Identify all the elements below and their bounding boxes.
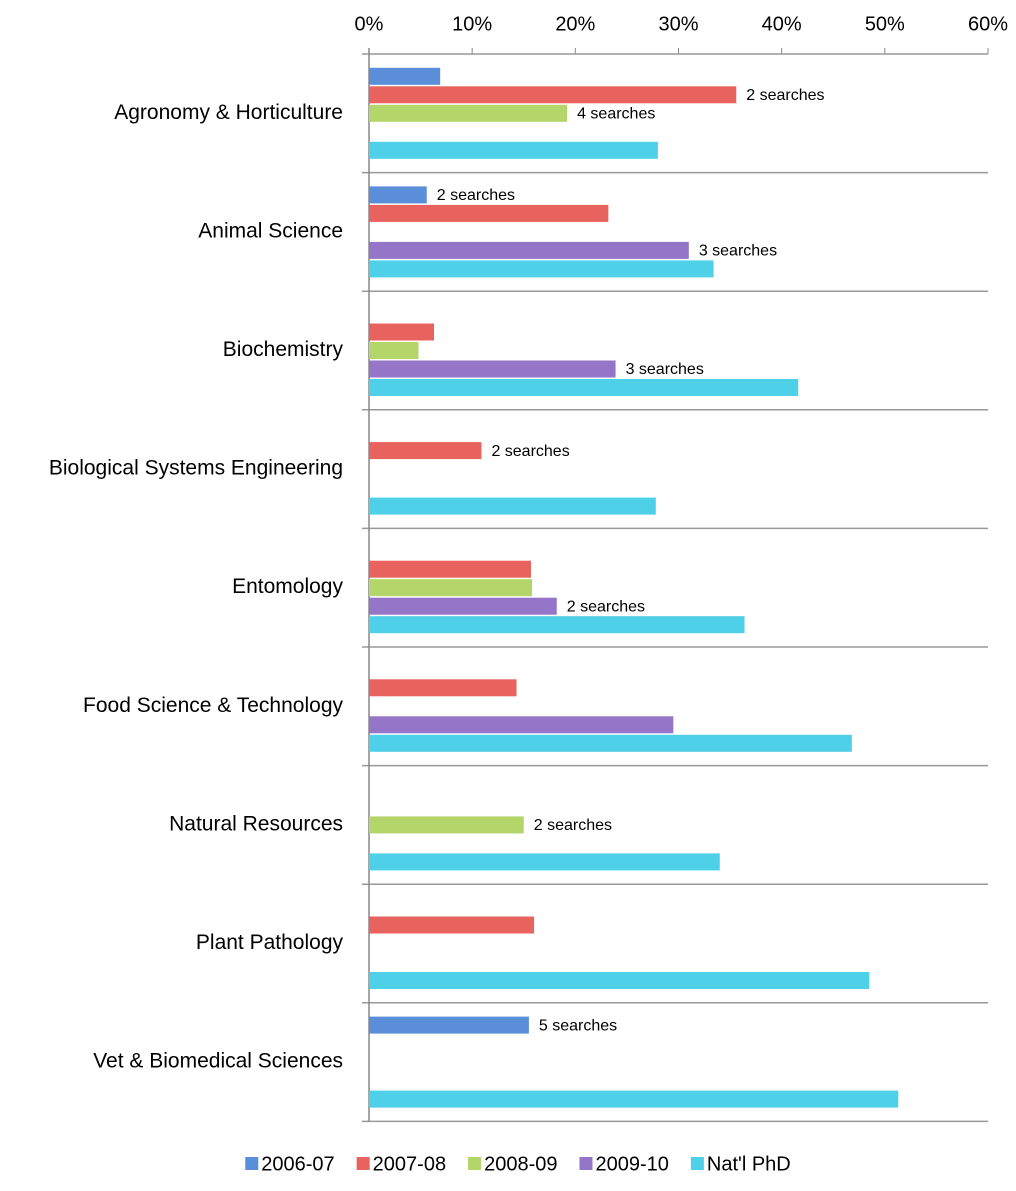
category-label: Entomology bbox=[232, 575, 343, 598]
bar bbox=[369, 104, 568, 122]
x-tick-label: 60% bbox=[968, 13, 1008, 35]
legend-item: 2008-09 bbox=[468, 1153, 557, 1175]
category-label: Natural Resources bbox=[169, 812, 343, 835]
annotation: 2 searches bbox=[534, 817, 612, 834]
annotation: 3 searches bbox=[699, 243, 777, 260]
bar bbox=[369, 141, 658, 159]
legend-item: 2007-08 bbox=[356, 1153, 446, 1175]
bar bbox=[369, 204, 609, 222]
bar bbox=[369, 186, 427, 204]
legend-item: Nat'l PhD bbox=[690, 1153, 791, 1175]
bar bbox=[369, 679, 517, 697]
category-label: Food Science & Technology bbox=[83, 694, 343, 717]
legend-label: 2009-10 bbox=[595, 1153, 668, 1175]
x-tick-label: 0% bbox=[355, 13, 384, 35]
legend-label: 2006-07 bbox=[261, 1153, 334, 1175]
bar bbox=[369, 379, 799, 396]
bar bbox=[369, 560, 531, 578]
bar bbox=[369, 241, 689, 259]
category-label: Agronomy & Horticulture bbox=[114, 101, 343, 124]
annotation: 2 searches bbox=[746, 87, 824, 104]
legend-label: 2008-09 bbox=[484, 1153, 557, 1175]
legend-swatch bbox=[468, 1157, 482, 1170]
bar bbox=[369, 916, 535, 934]
category-label: Biochemistry bbox=[223, 338, 344, 361]
annotation: 5 searches bbox=[539, 1017, 617, 1034]
category-label: Animal Science bbox=[198, 219, 343, 242]
bar bbox=[369, 497, 656, 515]
bar bbox=[369, 86, 737, 104]
annotation: 3 searches bbox=[626, 361, 704, 378]
legend-label: Nat'l PhD bbox=[707, 1153, 791, 1175]
x-tick-label: 40% bbox=[762, 13, 802, 35]
bar bbox=[369, 579, 533, 597]
bar bbox=[369, 67, 441, 85]
bar bbox=[369, 816, 524, 834]
x-tick-label: 20% bbox=[555, 13, 595, 35]
bar bbox=[369, 342, 419, 359]
legend-swatch bbox=[579, 1157, 593, 1170]
legend-swatch bbox=[245, 1157, 259, 1170]
bar bbox=[369, 734, 852, 752]
x-tick-label: 30% bbox=[658, 13, 698, 35]
annotation: 2 searches bbox=[491, 443, 569, 460]
annotation: 2 searches bbox=[567, 598, 645, 615]
x-tick-label: 10% bbox=[452, 13, 492, 35]
annotation: 4 searches bbox=[577, 106, 655, 123]
category-label: Biological Systems Engineering bbox=[49, 457, 343, 480]
bar bbox=[369, 1016, 529, 1034]
bar bbox=[369, 360, 616, 378]
bar bbox=[369, 853, 720, 871]
bar bbox=[369, 716, 674, 734]
legend: 2006-07 2007-08 2008-09 2009-10 Nat'l PhD bbox=[245, 1153, 791, 1175]
legend-item: 2006-07 bbox=[245, 1153, 335, 1175]
category-label: Plant Pathology bbox=[196, 931, 344, 954]
bar bbox=[369, 1090, 899, 1108]
legend-swatch bbox=[690, 1157, 704, 1170]
bar bbox=[369, 972, 870, 989]
bar bbox=[369, 323, 434, 341]
x-tick-label: 50% bbox=[865, 13, 905, 35]
bar bbox=[369, 616, 745, 634]
legend-label: 2007-08 bbox=[373, 1153, 446, 1175]
category-label: Vet & Biomedical Sciences bbox=[93, 1050, 343, 1073]
bar bbox=[369, 442, 482, 460]
bar bbox=[369, 597, 557, 615]
bar bbox=[369, 260, 714, 278]
legend-swatch bbox=[356, 1157, 370, 1170]
annotation: 2 searches bbox=[437, 187, 515, 204]
legend-item: 2009-10 bbox=[579, 1153, 669, 1175]
